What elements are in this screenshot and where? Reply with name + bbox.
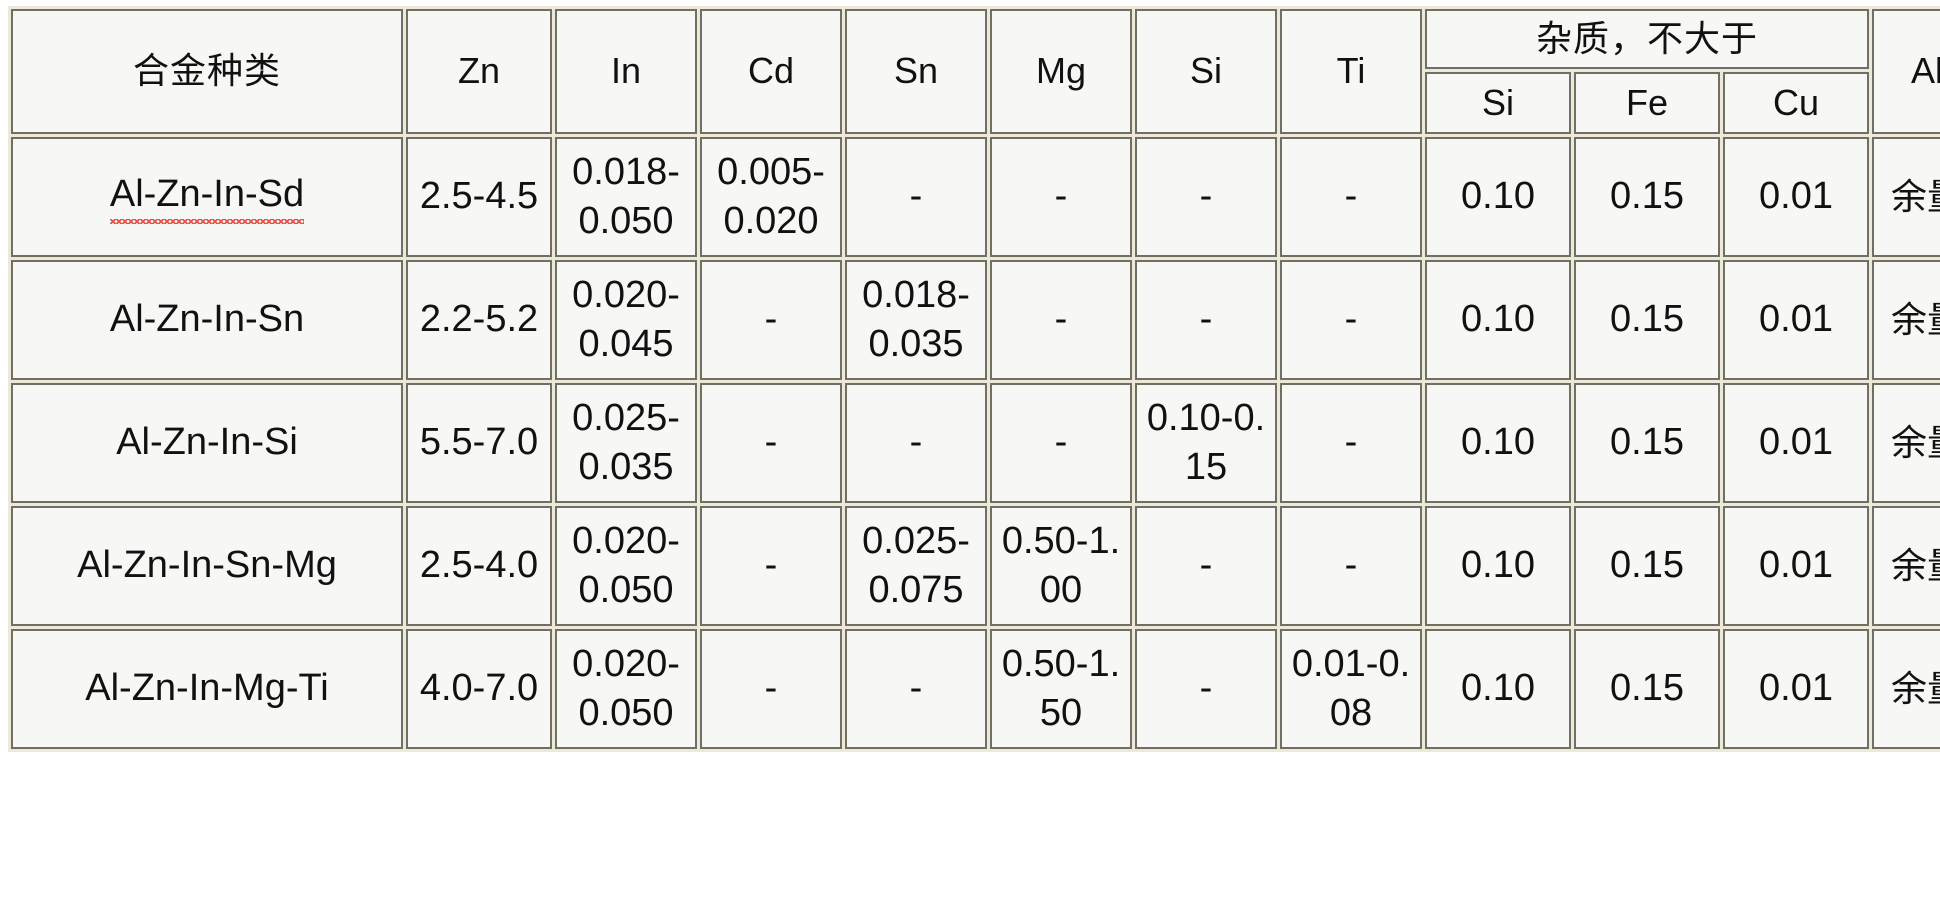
cell-sn: - <box>845 629 987 749</box>
cell-ti: - <box>1280 383 1422 503</box>
header-in: In <box>555 9 697 134</box>
cell-in: 0.020-0.050 <box>555 506 697 626</box>
cell-ti: 0.01-0.08 <box>1280 629 1422 749</box>
cell-alloy-name: Al-Zn-In-Sd <box>11 137 403 257</box>
cell-impurity-cu: 0.01 <box>1723 137 1870 257</box>
header-impurities-group: 杂质，不大于 <box>1425 9 1870 69</box>
cell-si: - <box>1135 260 1277 380</box>
header-cd: Cd <box>700 9 842 134</box>
header-ti: Ti <box>1280 9 1422 134</box>
spellcheck-squiggle-icon <box>109 218 305 224</box>
table-row: Al-Zn-In-Mg-Ti 4.0-7.0 0.020-0.050- -0.50-1… <box>11 629 1940 749</box>
cell-impurity-si: 0.10 <box>1425 383 1571 503</box>
cell-cd: 0.005-0.020 <box>700 137 842 257</box>
misspelled-text: Al-Zn-In-Sd <box>109 170 305 224</box>
cell-impurity-fe: 0.15 <box>1574 629 1720 749</box>
table-row: Al-Zn-In-Sd 2.5-4.5 0.018-0.050 0.005-0.020… <box>11 137 1940 257</box>
cell-ti: - <box>1280 260 1422 380</box>
header-si: Si <box>1135 9 1277 134</box>
cell-impurity-si: 0.10 <box>1425 506 1571 626</box>
cell-zn: 4.0-7.0 <box>406 629 552 749</box>
alloy-composition-table: 合金种类 Zn In Cd Sn Mg Si Ti 杂质，不大于 Al Si F… <box>8 6 1940 752</box>
cell-si: - <box>1135 629 1277 749</box>
header-row-bottom: Si Fe Cu <box>11 72 1940 134</box>
header-sn: Sn <box>845 9 987 134</box>
cell-ti: - <box>1280 137 1422 257</box>
header-impurity-fe: Fe <box>1574 72 1720 134</box>
cell-alloy-name: Al-Zn-In-Si <box>11 383 403 503</box>
cell-alloy-name: Al-Zn-In-Sn-Mg <box>11 506 403 626</box>
cell-al: 余量 <box>1872 260 1940 380</box>
header-impurity-si: Si <box>1425 72 1571 134</box>
cell-impurity-si: 0.10 <box>1425 629 1571 749</box>
cell-sn: 0.018-0.035 <box>845 260 987 380</box>
cell-mg: 0.50-1.00 <box>990 506 1132 626</box>
cell-impurity-cu: 0.01 <box>1723 629 1870 749</box>
cell-impurity-cu: 0.01 <box>1723 383 1870 503</box>
header-al: Al <box>1872 9 1940 134</box>
cell-alloy-name: Al-Zn-In-Mg-Ti <box>11 629 403 749</box>
cell-zn: 2.5-4.0 <box>406 506 552 626</box>
cell-cd: - <box>700 383 842 503</box>
cell-zn: 2.2-5.2 <box>406 260 552 380</box>
cell-si: 0.10-0.15 <box>1135 383 1277 503</box>
cell-in: 0.018-0.050 <box>555 137 697 257</box>
cell-mg: - <box>990 383 1132 503</box>
cell-cd: - <box>700 629 842 749</box>
cell-al: 余量 <box>1872 383 1940 503</box>
cell-al: 余量 <box>1872 629 1940 749</box>
cell-cd: - <box>700 506 842 626</box>
cell-impurity-cu: 0.01 <box>1723 260 1870 380</box>
cell-al: 余量 <box>1872 137 1940 257</box>
alloy-name-text: Al-Zn-In-Sd <box>109 173 305 216</box>
table-row: Al-Zn-In-Sn 2.2-5.2 0.020-0.045-0.018-0.03… <box>11 260 1940 380</box>
cell-sn: - <box>845 137 987 257</box>
cell-zn: 5.5-7.0 <box>406 383 552 503</box>
cell-in: 0.020-0.045 <box>555 260 697 380</box>
header-row-top: 合金种类 Zn In Cd Sn Mg Si Ti 杂质，不大于 Al <box>11 9 1940 134</box>
cell-impurity-fe: 0.15 <box>1574 260 1720 380</box>
cell-sn: 0.025-0.075 <box>845 506 987 626</box>
header-impurity-cu: Cu <box>1723 72 1870 134</box>
table-header: 合金种类 Zn In Cd Sn Mg Si Ti 杂质，不大于 Al Si F… <box>11 9 1940 134</box>
cell-si: - <box>1135 137 1277 257</box>
cell-impurity-si: 0.10 <box>1425 260 1571 380</box>
cell-impurity-si: 0.10 <box>1425 137 1571 257</box>
cell-mg: 0.50-1.50 <box>990 629 1132 749</box>
table-row: Al-Zn-In-Si 5.5-7.0 0.025-0.035- - -0.10-0.1… <box>11 383 1940 503</box>
cell-cd: - <box>700 260 842 380</box>
cell-impurity-fe: 0.15 <box>1574 137 1720 257</box>
cell-impurity-cu: 0.01 <box>1723 506 1870 626</box>
cell-impurity-fe: 0.15 <box>1574 383 1720 503</box>
cell-in: 0.020-0.050 <box>555 629 697 749</box>
cell-in: 0.025-0.035 <box>555 383 697 503</box>
header-zn: Zn <box>406 9 552 134</box>
table-body: Al-Zn-In-Sd 2.5-4.5 0.018-0.050 0.005-0.020… <box>11 137 1940 749</box>
cell-si: - <box>1135 506 1277 626</box>
cell-mg: - <box>990 260 1132 380</box>
cell-zn: 2.5-4.5 <box>406 137 552 257</box>
cell-alloy-name: Al-Zn-In-Sn <box>11 260 403 380</box>
header-mg: Mg <box>990 9 1132 134</box>
cell-ti: - <box>1280 506 1422 626</box>
cell-mg: - <box>990 137 1132 257</box>
table-row: Al-Zn-In-Sn-Mg 2.5-4.0 0.020-0.050-0.025-0… <box>11 506 1940 626</box>
header-alloy-type: 合金种类 <box>11 9 403 134</box>
cell-sn: - <box>845 383 987 503</box>
cell-al: 余量 <box>1872 506 1940 626</box>
cell-impurity-fe: 0.15 <box>1574 506 1720 626</box>
